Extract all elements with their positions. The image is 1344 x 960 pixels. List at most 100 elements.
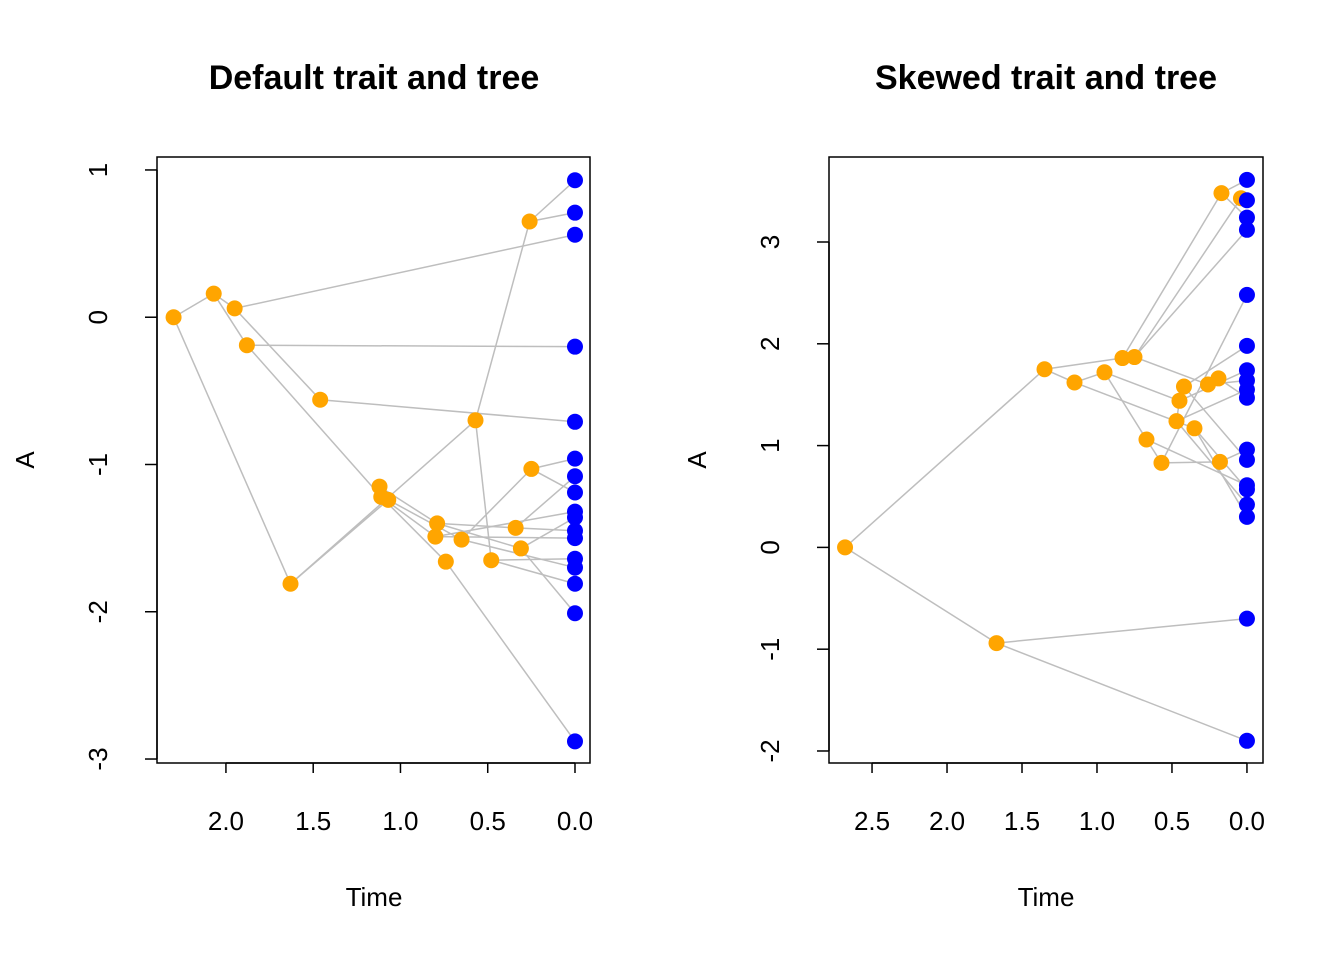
tree-edge (474, 420, 492, 561)
tree-edge (290, 499, 389, 585)
tree-edge (213, 293, 248, 346)
tree-edge (531, 468, 576, 494)
tip-point (1238, 389, 1255, 406)
x-tick-label: 2.5 (854, 806, 890, 836)
tip-point (1238, 496, 1255, 513)
y-axis-label: A (682, 451, 712, 469)
tree-edge (387, 499, 462, 541)
tree-edge (1134, 356, 1209, 386)
x-tick-label: 0.5 (1154, 806, 1190, 836)
x-tick-label: 0.5 (470, 806, 506, 836)
tip-point (566, 468, 583, 485)
x-tick-label: 2.0 (929, 806, 965, 836)
tree-edge (1133, 229, 1248, 358)
y-tick-label: -1 (755, 638, 785, 661)
tree-edge (515, 475, 576, 529)
tree-edge (844, 368, 1045, 548)
tip-point (1238, 221, 1255, 238)
y-tick-label: -1 (83, 453, 113, 476)
tip-point (566, 450, 583, 467)
tip-point (1238, 481, 1255, 498)
x-tick-label: 2.0 (208, 806, 244, 836)
tip-point (1238, 610, 1255, 627)
tree-edge (1104, 371, 1180, 402)
node-point (1186, 420, 1203, 437)
node-point (205, 285, 222, 302)
tree-edge (491, 557, 576, 561)
node-point (238, 337, 255, 354)
tip-point (566, 559, 583, 576)
y-tick-label: 0 (83, 310, 113, 324)
node-point (1066, 374, 1083, 391)
tip-point (1238, 209, 1255, 226)
tree-edge (520, 516, 576, 550)
tree-edge (1121, 192, 1223, 359)
x-tick-label: 1.0 (382, 806, 418, 836)
node-point (312, 391, 329, 408)
y-tick-label: 1 (755, 438, 785, 452)
node-point (1213, 185, 1230, 202)
node-point (1211, 453, 1228, 470)
tree-edge (515, 527, 576, 532)
y-tick-label: -2 (83, 600, 113, 623)
y-tick-label: 1 (83, 163, 113, 177)
tip-point (566, 509, 583, 526)
node-point (1175, 378, 1192, 395)
tree-edge (234, 234, 576, 310)
tree-edge (1183, 386, 1248, 461)
tree-edge (844, 546, 997, 644)
node-point (437, 553, 454, 570)
tip-point (566, 338, 583, 355)
tree-edge (996, 617, 1248, 644)
node-point (507, 519, 524, 536)
x-axis-label: Time (1018, 882, 1075, 912)
tree-edge (996, 642, 1248, 742)
tip-point (1238, 337, 1255, 354)
tip-point (1238, 171, 1255, 188)
tip-point (1238, 732, 1255, 749)
tip-point (566, 413, 583, 430)
node-point (165, 309, 182, 326)
node-point (1210, 370, 1227, 387)
chart-title: Default trait and tree (209, 59, 540, 97)
tree-edge (474, 221, 531, 421)
chart-title: Skewed trait and tree (875, 59, 1217, 97)
x-tick-label: 1.5 (295, 806, 331, 836)
node-point (1114, 350, 1131, 367)
node-point (1138, 431, 1155, 448)
node-point (521, 213, 538, 230)
node-point (467, 412, 484, 429)
tip-point (566, 575, 583, 592)
tree-edge (172, 316, 292, 585)
y-tick-label: -2 (755, 739, 785, 762)
x-tick-label: 1.0 (1079, 806, 1115, 836)
tree-edge (436, 522, 522, 550)
tip-point (1238, 508, 1255, 525)
node-point (523, 460, 540, 477)
tree-edge (520, 547, 576, 614)
tree-edge (1044, 357, 1123, 370)
tree-edge (529, 179, 576, 223)
y-tick-label: 3 (755, 235, 785, 249)
tip-point (1238, 192, 1255, 209)
y-tick-label: 0 (755, 540, 785, 554)
tree-edge (246, 344, 382, 498)
x-axis-label: Time (346, 882, 403, 912)
tree-edge (1193, 427, 1248, 518)
node-point (427, 528, 444, 545)
tree-edge (1176, 388, 1248, 422)
tip-point (566, 484, 583, 501)
node-point (226, 300, 243, 317)
y-tick-label: 2 (755, 337, 785, 351)
node-point (453, 531, 470, 548)
tree-edge (246, 344, 575, 348)
x-tick-label: 0.0 (1229, 806, 1265, 836)
tree-edge (445, 561, 576, 742)
y-tick-label: -3 (83, 747, 113, 770)
node-point (1096, 364, 1113, 381)
tree-edge (320, 398, 576, 423)
tip-point (566, 605, 583, 622)
x-tick-label: 1.5 (1004, 806, 1040, 836)
plot-frame (828, 156, 1264, 764)
